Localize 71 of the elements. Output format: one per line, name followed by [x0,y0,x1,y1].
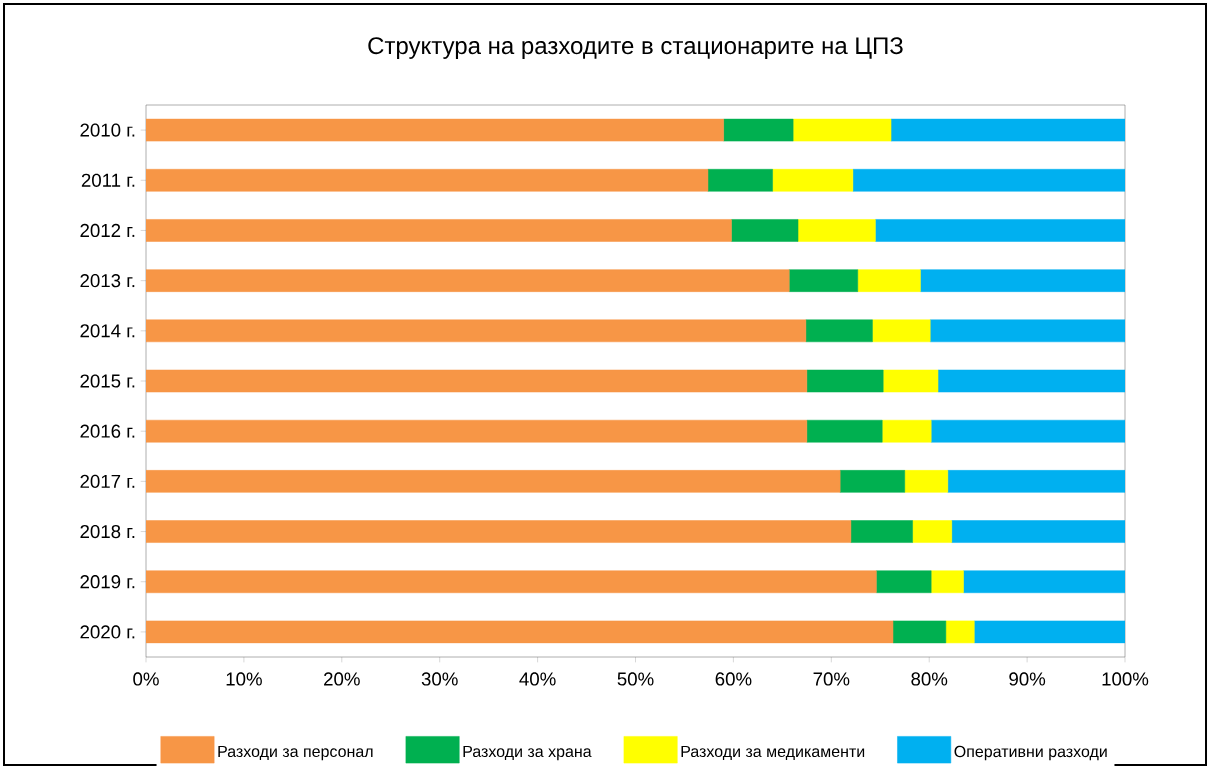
x-tick-label: 20% [324,672,360,686]
bar [772,169,854,192]
y-tick-label: 2011 г. [81,173,135,187]
bar [146,118,724,142]
bar [797,219,876,242]
bar [731,219,799,242]
legend-label: Разходи за персонал [218,745,373,761]
y-tick-label: 2020 г. [80,625,135,639]
bar [839,470,905,493]
x-tick-label: 90% [1009,672,1046,686]
bar [852,169,1126,192]
x-tick-label: 50% [617,672,654,686]
bar [973,620,1126,644]
x-tick-label: 40% [519,672,556,686]
y-tick-label: 2018 г. [80,524,135,539]
bar [850,520,913,543]
y-tick-label: 2017 г. [80,474,135,488]
x-tick-label: 30% [421,672,458,686]
legend-label: Разходи за храна [463,745,592,761]
y-tick-label: 2015 г. [80,374,135,388]
bar [146,319,807,343]
bar [146,219,732,242]
x-tick-label: 0% [133,672,159,686]
bar [872,319,931,343]
y-tick-label: 2019 г. [80,575,135,589]
bar [912,520,952,543]
bar [792,118,892,142]
x-tick-label: 60% [715,672,752,686]
bar [857,269,921,292]
bar [806,419,883,443]
bar [146,470,841,493]
bar [945,620,975,644]
y-tick-label: 2010 г. [80,123,135,137]
bar [882,369,939,393]
bar [904,470,949,493]
bar [723,118,794,142]
bar [920,269,1126,292]
bar [146,419,808,443]
x-tick-label: 80% [911,672,948,686]
bar [806,369,884,393]
legend-label: Разходи за медикаменти [681,745,865,761]
bar [805,319,873,343]
bar [146,369,808,393]
bar [937,369,1126,393]
bar [875,219,1126,242]
bar [930,419,1126,443]
chart-title: Структура на разходите в стационарите на ЦПЗ [368,37,903,59]
bar [146,520,852,543]
bar [963,570,1126,594]
x-tick-label: 10% [226,672,262,686]
y-tick-label: 2016 г. [80,424,135,438]
bar [890,118,1126,142]
bar [146,169,709,192]
legend-label: Оперативни разходи [954,745,1107,761]
bar [146,269,790,292]
bar [930,570,964,594]
bar [881,419,932,443]
x-tick-label: 70% [813,672,850,686]
bar [892,620,947,644]
y-tick-label: 2013 г. [80,274,135,288]
bar [951,520,1126,543]
bar [788,269,859,292]
bar [146,620,894,644]
bar [947,470,1126,493]
bar [929,319,1126,343]
y-tick-label: 2012 г. [80,223,135,238]
bar [707,169,773,192]
bar [146,570,877,594]
y-tick-label: 2014 г. [80,324,135,338]
bar [876,570,932,594]
x-tick-label: 100% [1102,672,1149,686]
